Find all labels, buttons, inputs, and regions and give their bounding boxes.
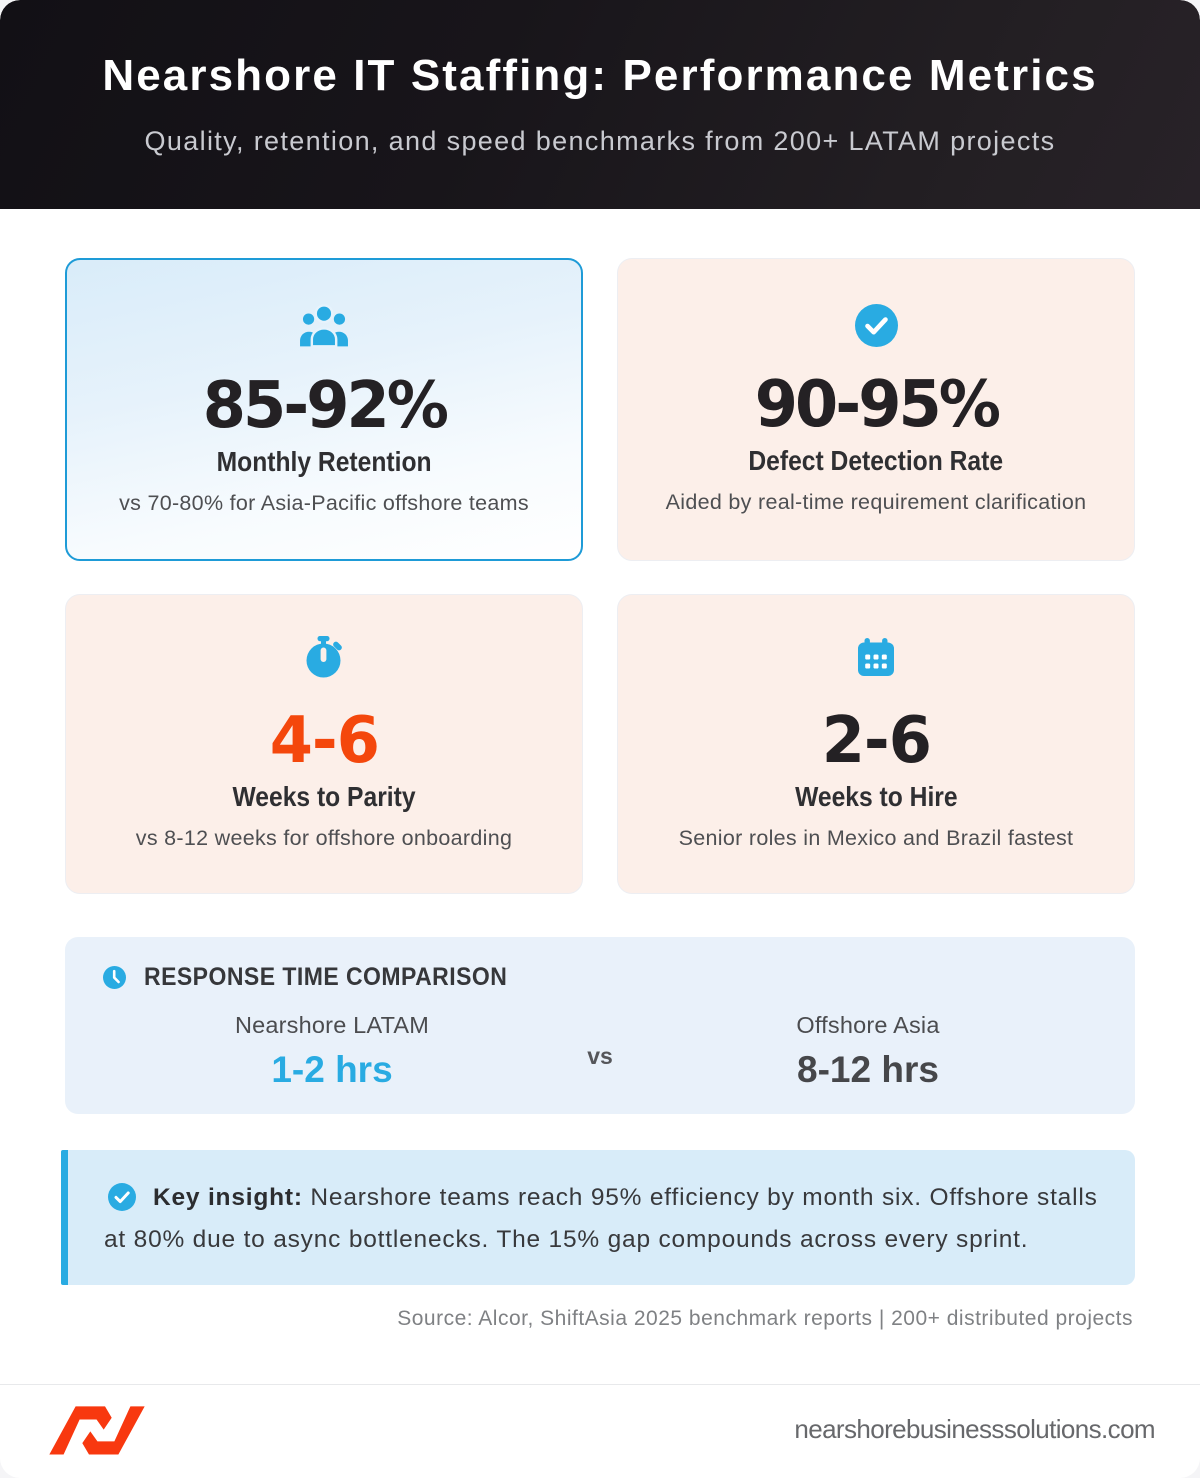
stat-card-parity: 4-6 Weeks to Parity vs 8-12 weeks for of…	[65, 594, 583, 894]
stat-label: Weeks to Hire	[794, 781, 958, 812]
stat-note: vs 8-12 weeks for offshore onboarding	[135, 826, 513, 850]
stat-note: Aided by real-time requirement clarifica…	[665, 490, 1087, 514]
response-time-panel: RESPONSE TIME COMPARISON Nearshore LATAM…	[65, 937, 1135, 1114]
website-url: nearshorebusinesssolutions.com	[794, 1414, 1155, 1444]
stat-value: 4-6	[269, 704, 379, 778]
offshore-label: Offshore Asia	[796, 1012, 940, 1038]
stat-label: Defect Detection Rate	[748, 445, 1004, 476]
key-insight-body: Nearshore teams reach 95% efficiency by …	[104, 1184, 1098, 1253]
header: Nearshore IT Staffing: Performance Metri…	[0, 0, 1200, 209]
check-circle-icon	[108, 1183, 136, 1211]
stopwatch-icon	[66, 635, 582, 679]
stat-card-defect-detection: 90-95% Defect Detection Rate Aided by re…	[617, 258, 1135, 561]
stat-card-retention: 85-92% Monthly Retention vs 70-80% for A…	[65, 258, 583, 561]
stat-value: 90-95%	[754, 368, 1000, 442]
stat-label: Monthly Retention	[216, 446, 432, 477]
stat-value: 2-6	[821, 704, 931, 778]
company-logo	[49, 1406, 145, 1455]
stat-value: 85-92%	[202, 369, 448, 443]
stat-note: vs 70-80% for Asia-Pacific offshore team…	[119, 491, 529, 515]
key-insight-panel: Key insight: Nearshore teams reach 95% e…	[61, 1150, 1135, 1285]
stat-card-hire: 2-6 Weeks to Hire Senior roles in Mexico…	[617, 594, 1135, 894]
offshore-value: 8-12 hrs	[797, 1048, 939, 1090]
source-note: Source: Alcor, ShiftAsia 2025 benchmark …	[397, 1307, 1133, 1330]
footer-divider	[0, 1384, 1200, 1385]
check-circle-icon	[618, 303, 1134, 347]
key-insight-text: Key insight: Nearshore teams reach 95% e…	[104, 1177, 1104, 1260]
response-panel-title: RESPONSE TIME COMPARISON	[144, 962, 508, 991]
nearshore-label: Nearshore LATAM	[234, 1012, 430, 1038]
vs-text: vs	[587, 1043, 613, 1069]
key-insight-label: Key insight:	[153, 1184, 303, 1211]
page-subtitle: Quality, retention, and speed benchmarks…	[144, 126, 1056, 156]
page-title: Nearshore IT Staffing: Performance Metri…	[102, 51, 1098, 100]
nearshore-value: 1-2 hrs	[271, 1048, 393, 1090]
calendar-icon	[618, 635, 1134, 679]
users-icon	[67, 304, 581, 348]
stat-label: Weeks to Parity	[232, 781, 416, 812]
clock-icon	[103, 965, 126, 989]
stat-note: Senior roles in Mexico and Brazil fastes…	[678, 826, 1074, 850]
